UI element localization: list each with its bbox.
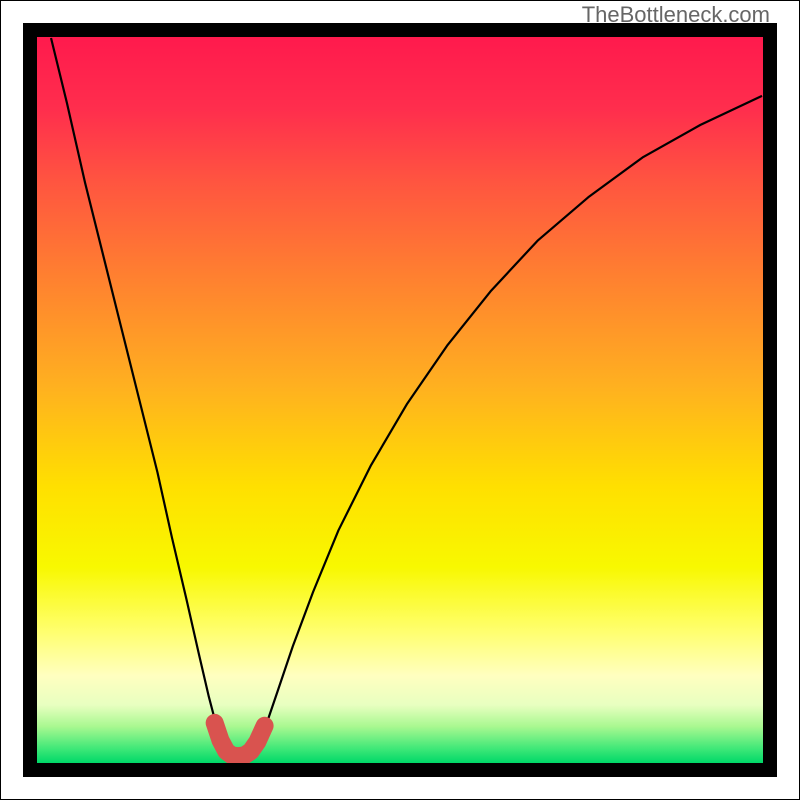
plot-background xyxy=(37,37,763,763)
watermark-text: TheBottleneck.com xyxy=(582,2,770,27)
bottleneck-chart: TheBottleneck.com xyxy=(0,0,800,800)
